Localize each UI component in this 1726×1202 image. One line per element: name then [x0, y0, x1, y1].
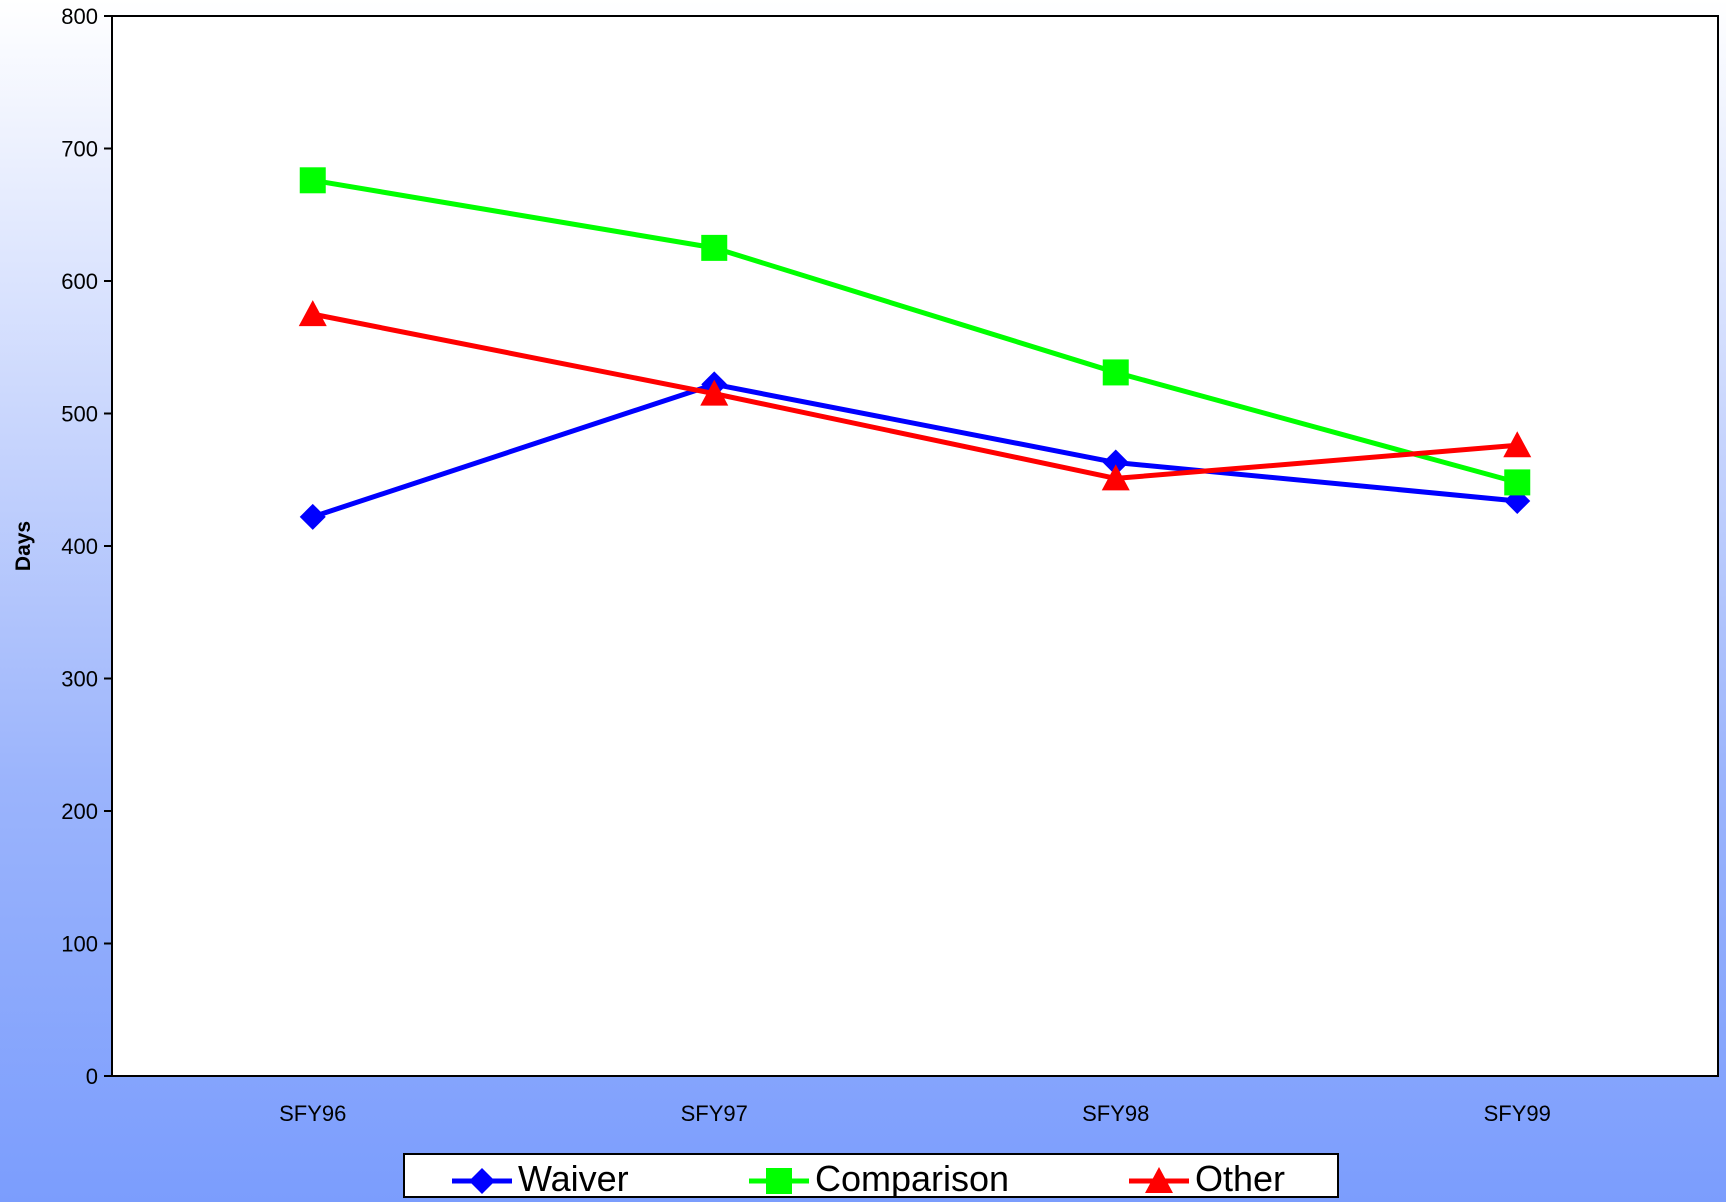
legend-marker-comparison [766, 1168, 792, 1194]
legend-swatch-comparison [749, 1168, 809, 1194]
series-comparison [299, 167, 1531, 496]
legend-swatch-other [1129, 1167, 1189, 1193]
legend-item-waiver: Waiver [450, 1155, 629, 1198]
x-tick-label: SFY98 [1082, 1101, 1149, 1126]
y-tick-label: 800 [61, 4, 98, 29]
data-point-waiver [299, 503, 326, 530]
series-other [298, 300, 1532, 491]
data-point-other [298, 300, 327, 327]
legend-item-other: Other [1127, 1155, 1286, 1198]
series-group [298, 167, 1532, 530]
x-axis: SFY96 SFY97 SFY98 SFY99 [279, 1101, 1551, 1126]
legend-marker-other [1145, 1167, 1173, 1193]
y-tick-label: 700 [61, 137, 98, 162]
series-line-waiver [311, 381, 1518, 520]
y-tick-label: 0 [86, 1064, 98, 1089]
data-point-other [1503, 431, 1532, 458]
data-point-other [1101, 464, 1130, 491]
x-tick-label: SFY97 [681, 1101, 748, 1126]
legend-marker-waiver [469, 1168, 495, 1194]
series-line-comparison [312, 177, 1518, 485]
data-point-comparison [299, 167, 326, 194]
y-tick-label: 100 [61, 932, 98, 957]
y-tick-label: 400 [61, 534, 98, 559]
data-point-comparison [701, 234, 728, 261]
data-point-other [700, 379, 729, 406]
legend-label-comparison: Comparison [815, 1158, 1010, 1198]
legend-swatch-waiver [452, 1168, 512, 1194]
x-tick-label: SFY96 [279, 1101, 346, 1126]
legend-item-comparison: Comparison [747, 1155, 1010, 1198]
series-line-other [312, 311, 1518, 481]
data-point-waiver [1102, 449, 1129, 476]
y-tick-label: 300 [61, 667, 98, 692]
y-tick-label: 600 [61, 269, 98, 294]
y-tick-label: 500 [61, 402, 98, 427]
data-point-comparison [1504, 469, 1531, 496]
legend-label-other: Other [1195, 1158, 1286, 1198]
data-point-comparison [1102, 359, 1129, 386]
x-tick-label: SFY99 [1484, 1101, 1551, 1126]
plot-area [111, 15, 1719, 1077]
y-tick-label: 200 [61, 799, 98, 824]
legend: Waiver Comparison Other [403, 1153, 1339, 1198]
y-axis: 0 100 200 300 400 500 600 700 800 [61, 4, 112, 1089]
legend-label-waiver: Waiver [518, 1158, 629, 1198]
series-waiver [299, 371, 1531, 530]
y-axis-title: Days [12, 520, 35, 572]
